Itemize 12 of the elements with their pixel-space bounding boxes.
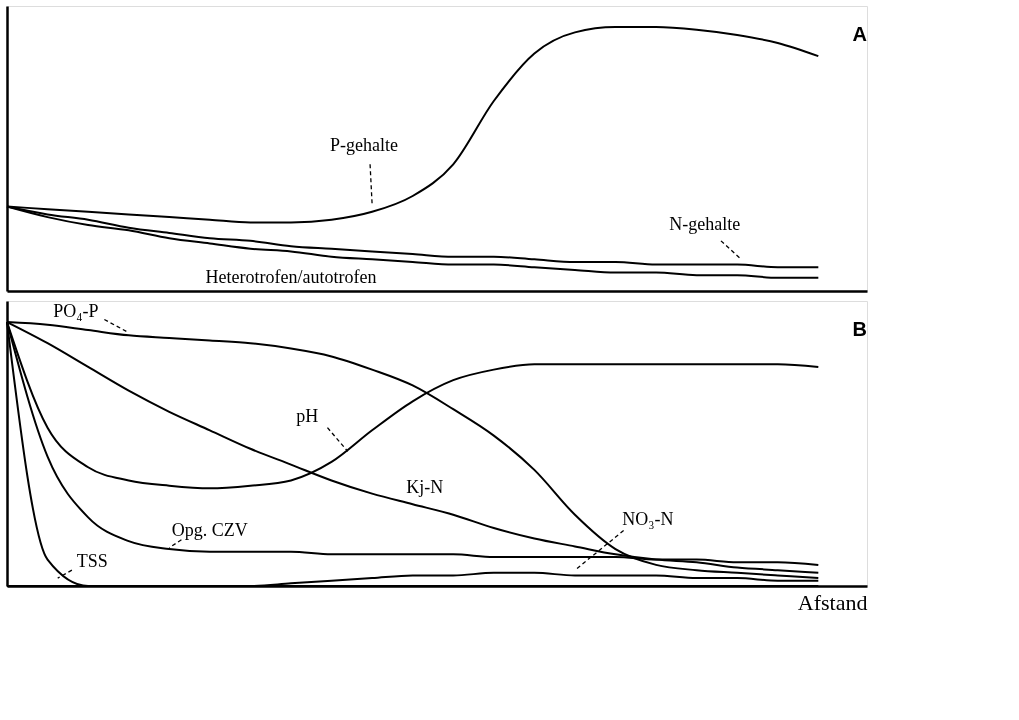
series-label: N-gehalte <box>669 214 741 235</box>
series-label: Heterotrofen/autotrofen <box>205 266 377 287</box>
chart-title: B <box>852 317 867 340</box>
x-axis-title: Afstand <box>797 589 868 615</box>
chart-title: A <box>852 22 867 45</box>
series-label: Opg. CZV <box>171 519 248 540</box>
text: pH <box>296 406 319 427</box>
series-label: TSS <box>76 551 108 572</box>
series-label: Kj-N <box>406 477 444 498</box>
text: NO₃-N <box>622 509 674 530</box>
series-label: PO₄-P <box>53 300 99 321</box>
text: P-gehalte <box>329 134 398 155</box>
